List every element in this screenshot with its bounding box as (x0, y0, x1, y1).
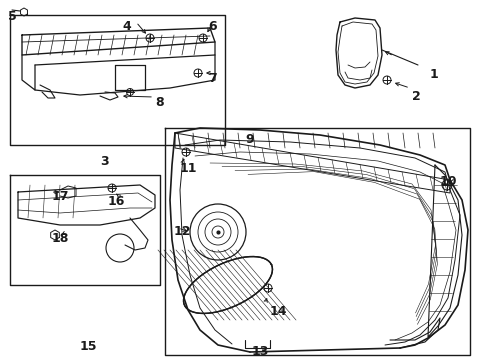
Text: 11: 11 (180, 162, 197, 175)
Text: 17: 17 (52, 190, 69, 203)
Text: 16: 16 (108, 195, 125, 208)
Text: 6: 6 (207, 20, 216, 33)
Text: 1: 1 (429, 68, 438, 81)
Text: 5: 5 (8, 10, 17, 23)
Text: 18: 18 (52, 232, 69, 245)
Text: 3: 3 (100, 155, 108, 168)
Text: 13: 13 (251, 345, 269, 358)
Text: 10: 10 (439, 175, 457, 188)
Text: 15: 15 (80, 340, 97, 353)
Text: 7: 7 (207, 72, 216, 85)
Text: 4: 4 (122, 20, 130, 33)
Text: 9: 9 (244, 133, 253, 146)
Text: 2: 2 (411, 90, 420, 103)
Text: 12: 12 (174, 225, 191, 238)
Text: 14: 14 (269, 305, 287, 318)
Text: 8: 8 (155, 96, 163, 109)
